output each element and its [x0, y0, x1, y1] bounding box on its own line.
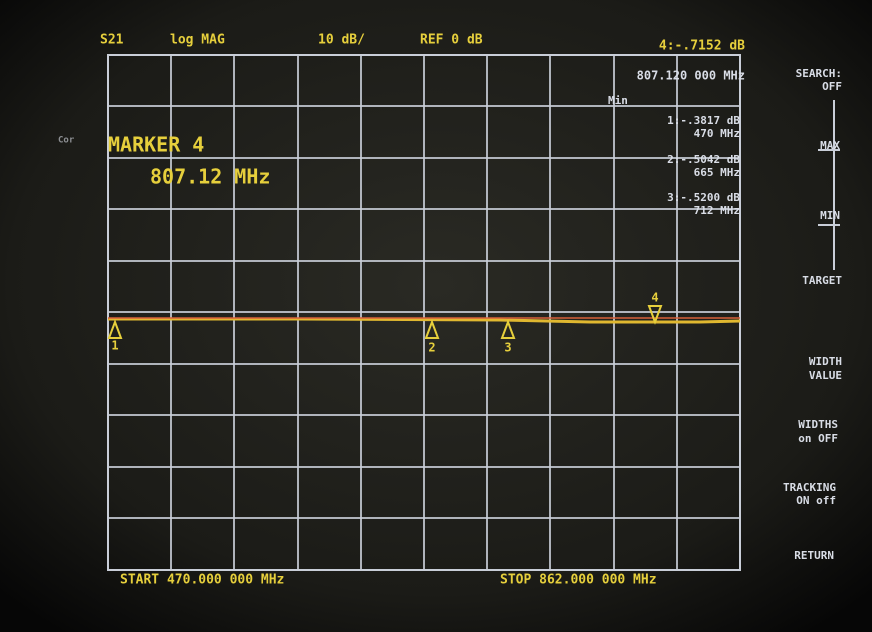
active-marker-frequency: 807.120 000 MHz [637, 69, 745, 83]
marker-number: 3 [504, 341, 511, 355]
softkey[interactable]: WIDTH [809, 355, 842, 368]
start-frequency: START 470.000 000 MHz [120, 573, 284, 588]
scale: 10 dB/ [318, 33, 365, 48]
marker-number: 1 [111, 339, 118, 353]
softkey[interactable]: TARGET [802, 274, 842, 287]
marker-frequency: 712 MHz [694, 204, 740, 217]
correction: Cor [58, 136, 75, 146]
softkey[interactable]: MAX [820, 139, 840, 152]
stats-label: Min [608, 94, 628, 107]
reference: REF 0 dB [420, 33, 483, 48]
marker-number: 2 [428, 341, 435, 355]
softkey[interactable]: SEARCH: [796, 67, 842, 80]
marker-number: 4 [651, 291, 658, 305]
marker-value: 2:-.5042 dB [667, 153, 740, 166]
softkey[interactable]: OFF [822, 80, 842, 93]
marker-frequency: 470 MHz [694, 127, 740, 140]
softkey[interactable]: on OFF [798, 432, 838, 445]
parameter: S21 [100, 33, 124, 48]
marker-frequency: 665 MHz [694, 166, 740, 179]
softkey[interactable]: TRACKING [783, 481, 836, 494]
background [0, 0, 872, 632]
softkey[interactable]: RETURN [794, 549, 834, 562]
stop-frequency: STOP 862.000 000 MHz [500, 573, 657, 588]
softkey[interactable]: MIN [820, 209, 840, 222]
softkey[interactable]: WIDTHS [798, 418, 838, 431]
softkey[interactable]: VALUE [809, 369, 842, 382]
marker-title: MARKER 4 [108, 133, 204, 157]
screen-photo: 1 2 3 4 S21 log MAG 10 dB/ REF 0 dB 4:-.… [0, 0, 872, 632]
active-marker-value: 4:-.7152 dB [659, 39, 745, 54]
marker-value: 3:-.5200 dB [667, 191, 740, 204]
marker-frequency-large: 807.12 MHz [150, 165, 270, 189]
format: log MAG [170, 33, 225, 48]
softkey[interactable]: ON off [796, 494, 836, 507]
marker-value: 1:-.3817 dB [667, 114, 740, 127]
